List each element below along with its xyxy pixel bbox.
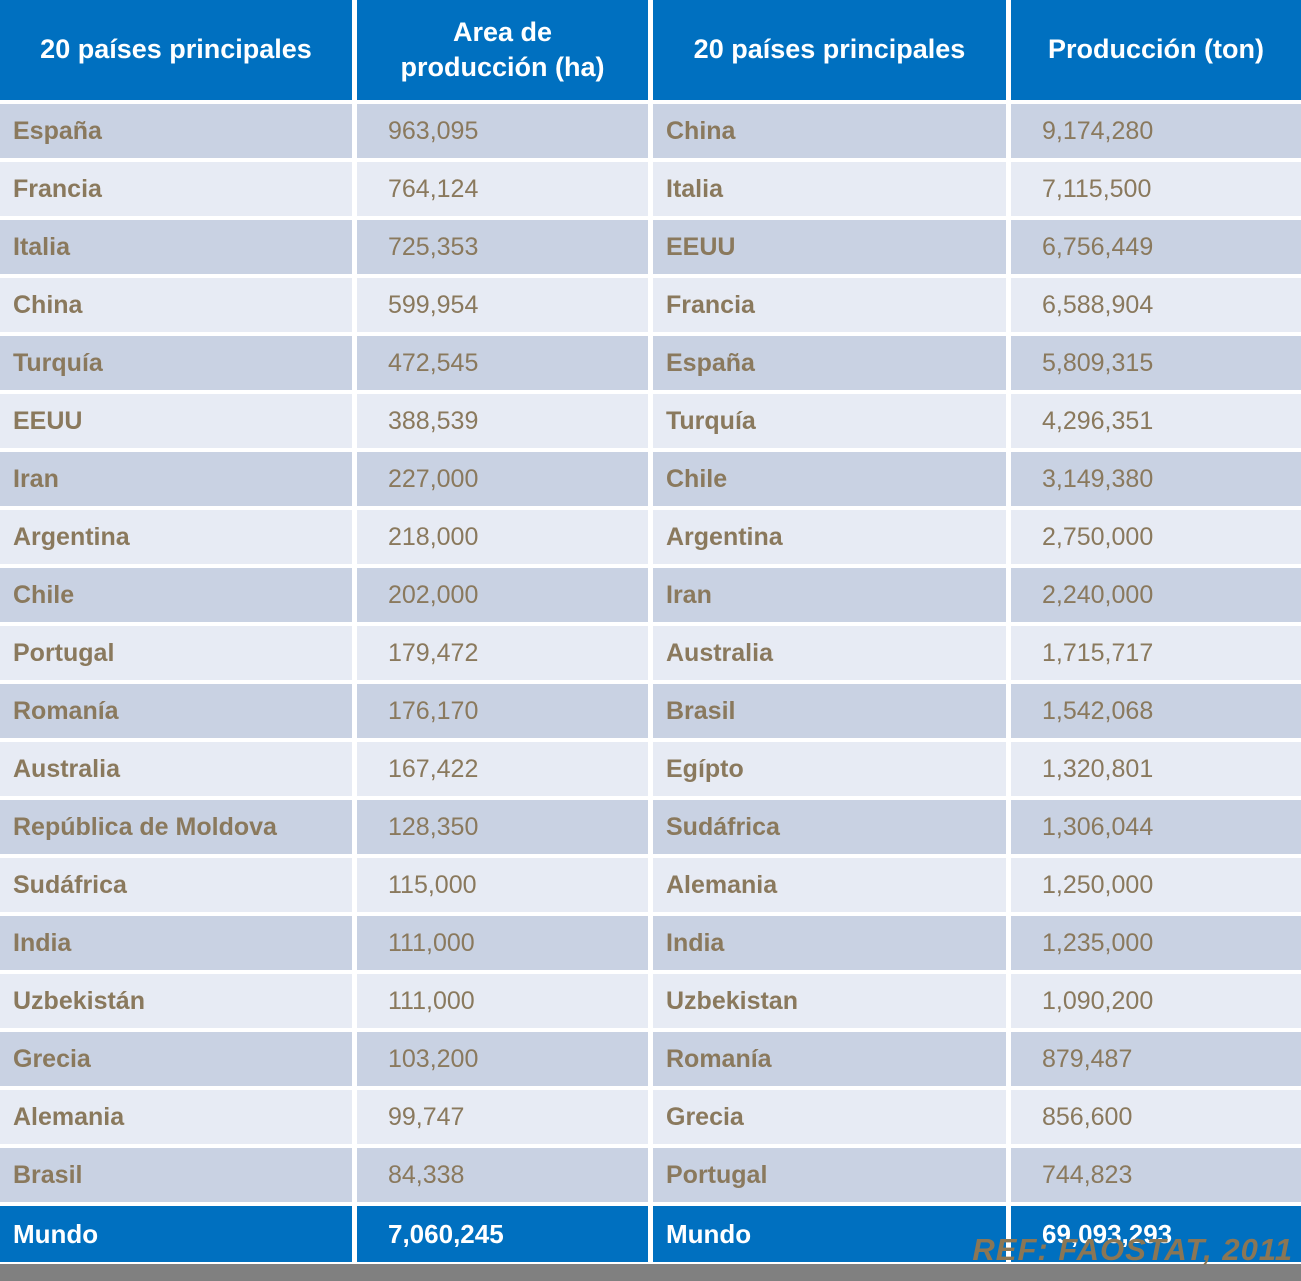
area-value-cell: 99,747 <box>357 1090 648 1144</box>
production-country-cell: Romanía <box>653 1032 1006 1086</box>
production-country-cell: Australia <box>653 626 1006 680</box>
production-value-cell: 1,320,801 <box>1011 742 1301 796</box>
area-country-cell: Francia <box>0 162 352 216</box>
area-value-cell: 167,422 <box>357 742 648 796</box>
area-value-cell: 179,472 <box>357 626 648 680</box>
area-country-cell: Australia <box>0 742 352 796</box>
header-production-value: Producción (ton) <box>1011 0 1301 100</box>
production-country-cell: Portugal <box>653 1148 1006 1202</box>
production-country-cell: India <box>653 916 1006 970</box>
area-country-cell: Brasil <box>0 1148 352 1202</box>
production-country-cell: Uzbekistan <box>653 974 1006 1028</box>
area-value-cell: 202,000 <box>357 568 648 622</box>
production-value-cell: 6,588,904 <box>1011 278 1301 332</box>
total-row: Mundo 7,060,245 Mundo 69,093,293 <box>0 1206 1301 1262</box>
total-label-production: Mundo <box>653 1206 1006 1262</box>
area-country-cell: India <box>0 916 352 970</box>
production-country-cell: Italia <box>653 162 1006 216</box>
area-value-cell: 111,000 <box>357 974 648 1028</box>
area-value-cell: 84,338 <box>357 1148 648 1202</box>
area-value-cell: 599,954 <box>357 278 648 332</box>
area-country-cell: Romanía <box>0 684 352 738</box>
production-value-cell: 3,149,380 <box>1011 452 1301 506</box>
production-value-cell: 744,823 <box>1011 1148 1301 1202</box>
production-country-cell: EEUU <box>653 220 1006 274</box>
area-country-cell: EEUU <box>0 394 352 448</box>
area-value-cell: 218,000 <box>357 510 648 564</box>
area-value-cell: 103,200 <box>357 1032 648 1086</box>
total-value-production: 69,093,293 <box>1011 1206 1301 1262</box>
area-country-cell: Iran <box>0 452 352 506</box>
area-country-cell: Argentina <box>0 510 352 564</box>
area-country-cell: Uzbekistán <box>0 974 352 1028</box>
area-country-cell: Sudáfrica <box>0 858 352 912</box>
table-body: España 963,095 China 9,174,280 Francia 764,12… <box>0 104 1301 1202</box>
production-value-cell: 1,306,044 <box>1011 800 1301 854</box>
production-country-cell: Turquía <box>653 394 1006 448</box>
production-country-cell: Alemania <box>653 858 1006 912</box>
production-country-cell: China <box>653 104 1006 158</box>
production-value-cell: 2,240,000 <box>1011 568 1301 622</box>
production-value-cell: 7,115,500 <box>1011 162 1301 216</box>
area-country-cell: Italia <box>0 220 352 274</box>
header-area-countries: 20 países principales <box>0 0 352 100</box>
area-country-cell: Chile <box>0 568 352 622</box>
area-value-cell: 388,539 <box>357 394 648 448</box>
area-value-cell: 115,000 <box>357 858 648 912</box>
production-value-cell: 1,235,000 <box>1011 916 1301 970</box>
production-value-cell: 1,715,717 <box>1011 626 1301 680</box>
area-country-cell: España <box>0 104 352 158</box>
area-value-cell: 472,545 <box>357 336 648 390</box>
reference-caption: REF: FAOSTAT, 2011 <box>972 1232 1293 1267</box>
area-country-cell: Turquía <box>0 336 352 390</box>
production-country-cell: Brasil <box>653 684 1006 738</box>
area-value-cell: 227,000 <box>357 452 648 506</box>
area-value-cell: 111,000 <box>357 916 648 970</box>
bottom-gray-bar <box>0 1264 1301 1281</box>
area-value-cell: 963,095 <box>357 104 648 158</box>
production-country-cell: Egípto <box>653 742 1006 796</box>
table-header-row: 20 países principales Area de producción… <box>0 0 1301 100</box>
area-country-cell: Alemania <box>0 1090 352 1144</box>
area-country-cell: República de Moldova <box>0 800 352 854</box>
area-country-cell: China <box>0 278 352 332</box>
production-country-cell: España <box>653 336 1006 390</box>
area-country-cell: Grecia <box>0 1032 352 1086</box>
area-value-cell: 764,124 <box>357 162 648 216</box>
production-value-cell: 2,750,000 <box>1011 510 1301 564</box>
area-value-cell: 176,170 <box>357 684 648 738</box>
total-value-area: 7,060,245 <box>357 1206 648 1262</box>
production-value-cell: 879,487 <box>1011 1032 1301 1086</box>
total-label-area: Mundo <box>0 1206 352 1262</box>
area-country-cell: Portugal <box>0 626 352 680</box>
area-value-cell: 128,350 <box>357 800 648 854</box>
production-country-cell: Sudáfrica <box>653 800 1006 854</box>
production-country-cell: Francia <box>653 278 1006 332</box>
production-value-cell: 1,090,200 <box>1011 974 1301 1028</box>
production-value-cell: 856,600 <box>1011 1090 1301 1144</box>
production-value-cell: 9,174,280 <box>1011 104 1301 158</box>
production-value-cell: 4,296,351 <box>1011 394 1301 448</box>
production-value-cell: 6,756,449 <box>1011 220 1301 274</box>
header-production-countries: 20 países principales <box>653 0 1006 100</box>
production-value-cell: 1,542,068 <box>1011 684 1301 738</box>
production-country-cell: Grecia <box>653 1090 1006 1144</box>
production-value-cell: 5,809,315 <box>1011 336 1301 390</box>
header-area-value: Area de producción (ha) <box>357 0 648 100</box>
production-value-cell: 1,250,000 <box>1011 858 1301 912</box>
production-country-cell: Chile <box>653 452 1006 506</box>
area-value-cell: 725,353 <box>357 220 648 274</box>
production-country-cell: Iran <box>653 568 1006 622</box>
production-country-cell: Argentina <box>653 510 1006 564</box>
